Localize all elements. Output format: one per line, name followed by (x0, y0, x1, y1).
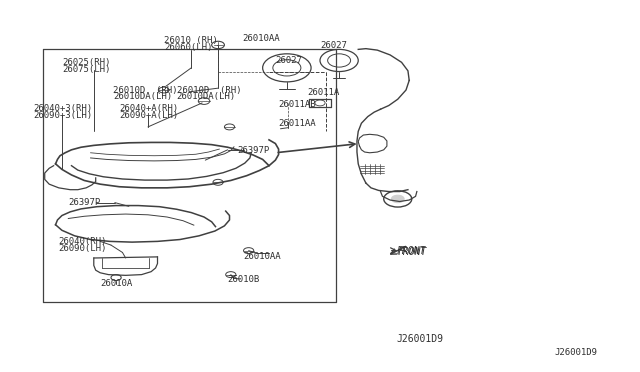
Text: 26010D  (RH): 26010D (RH) (177, 86, 241, 94)
Text: 26060(LH): 26060(LH) (164, 43, 212, 52)
Text: 26010 (RH): 26010 (RH) (164, 36, 218, 45)
Text: 26090+3(LH): 26090+3(LH) (33, 110, 92, 120)
Text: 26090(LH): 26090(LH) (59, 244, 107, 253)
Text: 26075(LH): 26075(LH) (62, 65, 110, 74)
Text: 26010DA(LH): 26010DA(LH) (177, 92, 236, 101)
Text: FRONT: FRONT (397, 247, 427, 257)
Circle shape (392, 195, 404, 203)
Text: 26011AB: 26011AB (278, 100, 316, 109)
Text: J26001D9: J26001D9 (396, 334, 444, 344)
Text: 26027: 26027 (320, 41, 347, 50)
Text: 26010DA(LH): 26010DA(LH) (113, 92, 172, 101)
Text: 26010A: 26010A (100, 279, 132, 288)
Text: 26010D  (RH): 26010D (RH) (113, 86, 177, 94)
Text: 26025(RH): 26025(RH) (62, 58, 110, 67)
Text: 26397P: 26397P (237, 147, 269, 155)
Text: 26010AA: 26010AA (243, 34, 280, 43)
Text: 26010AA: 26010AA (244, 251, 281, 261)
Text: 26011AA: 26011AA (278, 119, 316, 128)
Text: 26040+A(RH): 26040+A(RH) (119, 104, 179, 113)
Text: FRONT: FRONT (396, 246, 426, 256)
Text: 26090+A(LH): 26090+A(LH) (119, 110, 179, 120)
Text: 26027: 26027 (275, 56, 302, 65)
Text: 26040(RH): 26040(RH) (59, 237, 107, 246)
Text: 26010B: 26010B (228, 275, 260, 283)
Text: 26040+3(RH): 26040+3(RH) (33, 104, 92, 113)
Text: J26001D9: J26001D9 (554, 348, 597, 357)
Text: 26011A: 26011A (307, 89, 339, 97)
Text: 26397P: 26397P (68, 198, 100, 207)
